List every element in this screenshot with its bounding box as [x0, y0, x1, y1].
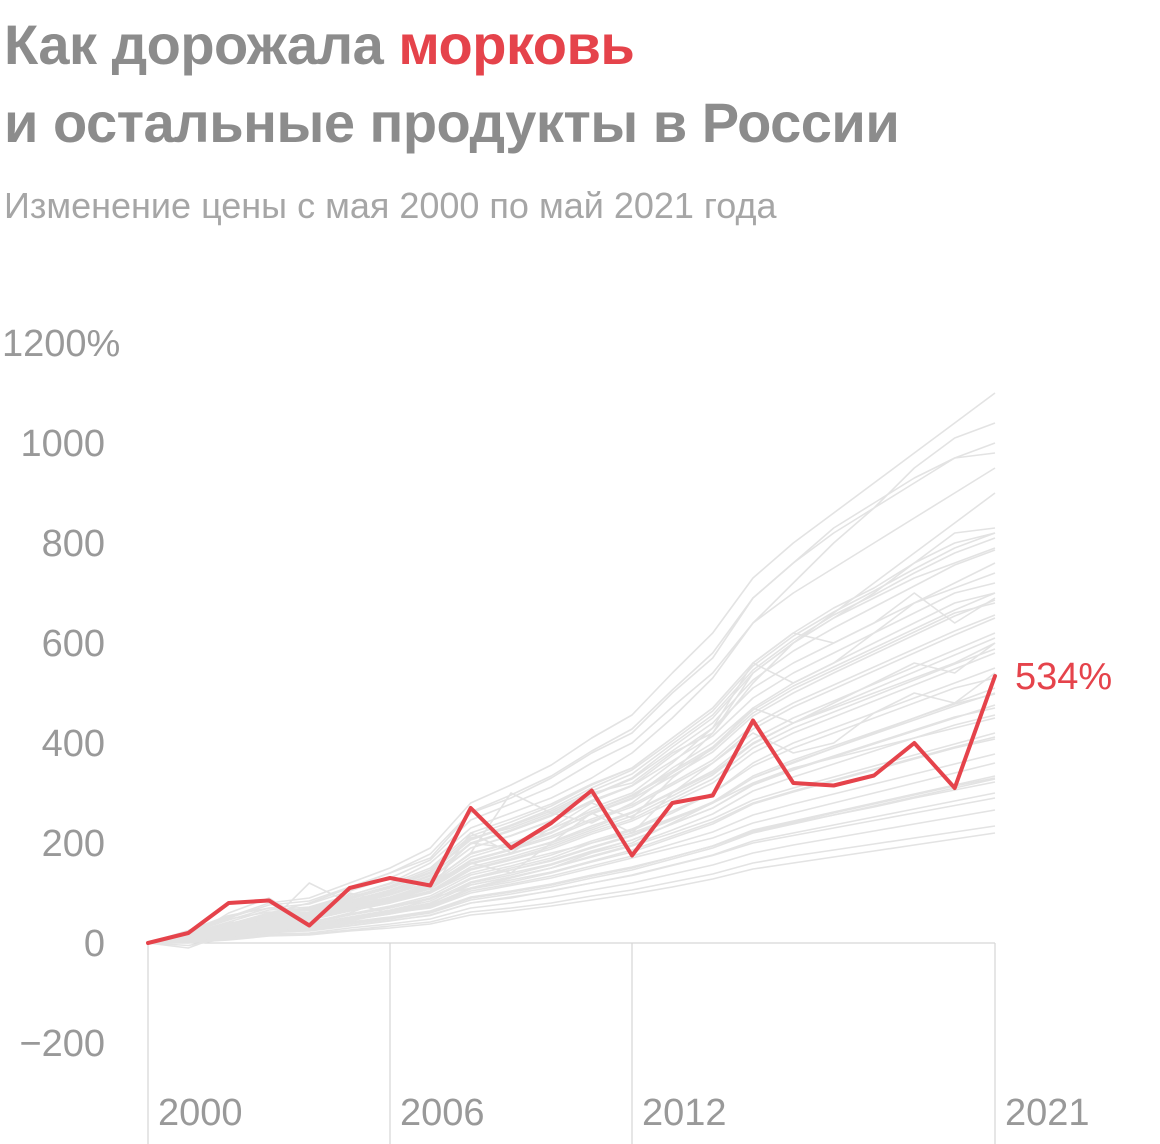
background-series-line	[147, 392, 996, 944]
x-tick-label: 2006	[400, 1092, 485, 1134]
y-tick-label: 1000	[20, 423, 105, 465]
y-tick-label: 600	[42, 623, 105, 665]
background-series-line	[147, 592, 996, 944]
y-tick-label: 0	[84, 923, 105, 965]
background-series-line	[147, 532, 996, 944]
background-series-line	[147, 642, 996, 944]
background-series-line	[147, 442, 996, 944]
background-series-line	[147, 775, 996, 944]
y-tick-label: 400	[42, 723, 105, 765]
title-accent-word: морковь	[398, 13, 635, 76]
x-tick-label: 2000	[158, 1092, 243, 1134]
background-series-group	[147, 392, 996, 949]
background-series-line	[147, 642, 996, 944]
background-series-line	[147, 825, 996, 944]
background-series-line	[147, 738, 996, 944]
background-series-line	[147, 677, 996, 944]
background-series-line	[147, 637, 996, 944]
x-tick-label: 2021	[1005, 1092, 1090, 1134]
background-series-line	[147, 602, 996, 944]
x-tick-label: 2012	[642, 1092, 727, 1134]
chart-subtitle: Изменение цены с мая 2000 по май 2021 го…	[4, 185, 777, 226]
title-line1-prefix: Как дорожала	[4, 13, 399, 76]
background-series-line	[147, 707, 996, 944]
background-series-line	[147, 832, 996, 944]
background-series-line	[147, 599, 996, 944]
background-series-line	[147, 714, 996, 944]
x-axis: 2000 2006 2012 2021	[158, 1092, 1090, 1134]
y-axis: −200 0 200 400 600 800 1000 1200%	[2, 323, 120, 1065]
y-tick-label: 800	[42, 523, 105, 565]
y-tick-label: −200	[19, 1023, 105, 1065]
background-series-line	[147, 693, 996, 944]
background-series-line	[147, 792, 996, 944]
background-series-line	[147, 467, 996, 944]
background-series-line	[147, 422, 996, 944]
chart-title: Как дорожала морковь и остальные продукты…	[4, 6, 900, 162]
y-tick-label: 1200%	[2, 323, 120, 365]
background-series-line	[147, 809, 996, 944]
background-series-line	[147, 648, 996, 944]
highlight-series-group: 534%	[146, 656, 1112, 945]
title-line2: и остальные продукты в России	[4, 91, 900, 154]
background-series-line	[147, 614, 996, 944]
carrot-end-label: 534%	[1015, 656, 1112, 698]
background-series-line	[147, 736, 996, 944]
y-tick-label: 200	[42, 823, 105, 865]
carrot-series-line	[146, 674, 997, 945]
grid-layer	[147, 942, 996, 1144]
